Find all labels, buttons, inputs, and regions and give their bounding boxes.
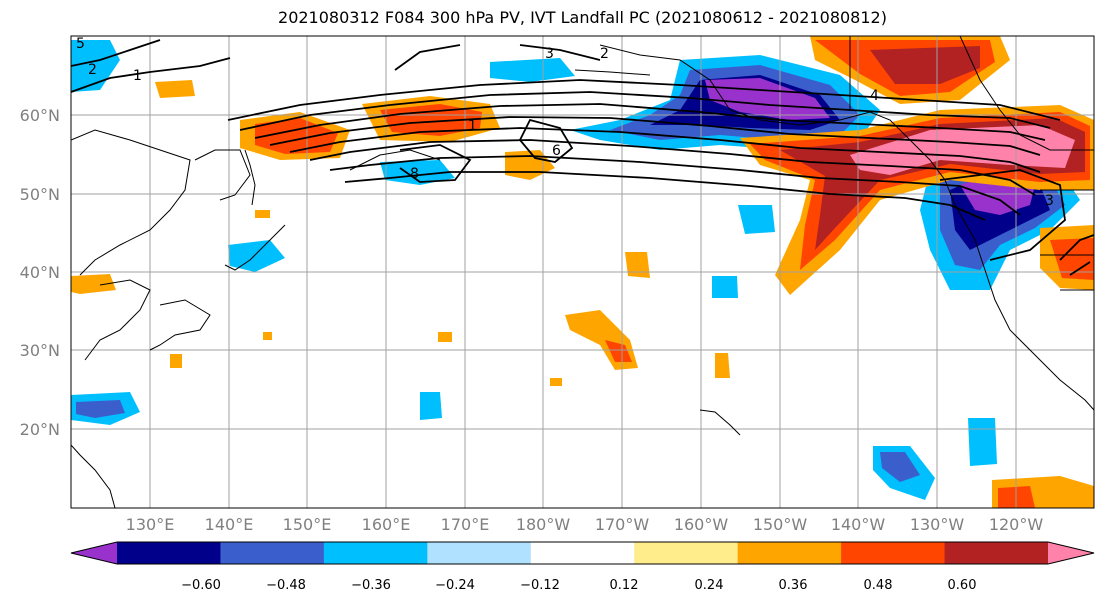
lon-label: 130°W: [910, 515, 965, 534]
lon-label: 130°E: [126, 515, 175, 534]
lat-label: 40°N: [20, 263, 60, 282]
colorbar-segment: [944, 542, 1049, 564]
lon-label: 140°E: [205, 515, 254, 534]
colorbar-segment: [841, 542, 946, 564]
colorbar-tick-label: 0.12: [610, 578, 639, 593]
colorbar-segment: [71, 542, 117, 564]
lon-label: 120°W: [989, 515, 1044, 534]
lat-label: 50°N: [20, 185, 60, 204]
contour-label: 3: [1045, 193, 1054, 209]
contour-label: 6: [552, 143, 561, 159]
graticule: [71, 36, 1094, 508]
colorbar-segment: [323, 542, 428, 564]
colorbar-segment: [737, 542, 842, 564]
colorbar-segment: [220, 542, 325, 564]
colorbar-segment: [427, 542, 532, 564]
lon-label: 150°E: [283, 515, 332, 534]
contour-label: 8: [410, 166, 419, 182]
lon-label: 150°W: [753, 515, 808, 534]
contour-labels: 1 1 2 2 3 3 4 5 6 8: [76, 36, 1054, 209]
colorbar-tick-label: −0.36: [351, 578, 391, 593]
lon-label: 170°E: [441, 515, 490, 534]
lat-label: 20°N: [20, 420, 60, 439]
contour-label: 1: [133, 68, 142, 84]
longitude-labels: 130°E 140°E 150°E 160°E 170°E 180°W 170°…: [126, 515, 1044, 534]
colorbar: [70, 541, 1095, 565]
contour-label: 4: [870, 88, 879, 104]
colorbar-tick-label: −0.24: [435, 578, 475, 593]
latitude-labels: 60°N 50°N 40°N 30°N 20°N: [20, 106, 60, 439]
contour-label: 2: [600, 46, 609, 62]
contour-label: 2: [88, 62, 97, 78]
lat-label: 60°N: [20, 106, 60, 125]
contour-label: 1: [468, 118, 477, 134]
contour-label: 3: [545, 46, 554, 62]
colorbar-tick-label: 0.36: [779, 578, 808, 593]
lon-label: 160°W: [674, 515, 729, 534]
colorbar-tick-label: 0.24: [695, 578, 724, 593]
colorbar-tick-label: −0.48: [266, 578, 306, 593]
lat-label: 30°N: [20, 341, 60, 360]
map-title: 2021080312 F084 300 hPa PV, IVT Landfall…: [278, 8, 887, 27]
colorbar-tick-label: 0.48: [864, 578, 893, 593]
colorbar-segment: [530, 542, 635, 564]
colorbar-segment: [1048, 542, 1094, 564]
contour-label: 5: [76, 36, 85, 52]
pv-contours: [71, 39, 1094, 276]
map-frame: [70, 35, 1095, 509]
colorbar-tick-label: −0.12: [520, 578, 560, 593]
colorbar-segment: [117, 542, 221, 564]
coastlines: [71, 36, 1094, 508]
lon-label: 160°E: [362, 515, 411, 534]
lon-label: 170°W: [595, 515, 650, 534]
colorbar-outline: [70, 541, 1095, 565]
lon-label: 140°W: [831, 515, 886, 534]
colorbar-tick-labels: −0.60 −0.48 −0.36 −0.24 −0.12 0.12 0.24 …: [181, 578, 976, 593]
lon-label: 180°W: [516, 515, 571, 534]
colorbar-tick-label: −0.60: [181, 578, 221, 593]
colorbar-tick-label: 0.60: [948, 578, 977, 593]
colorbar-segment: [634, 542, 739, 564]
